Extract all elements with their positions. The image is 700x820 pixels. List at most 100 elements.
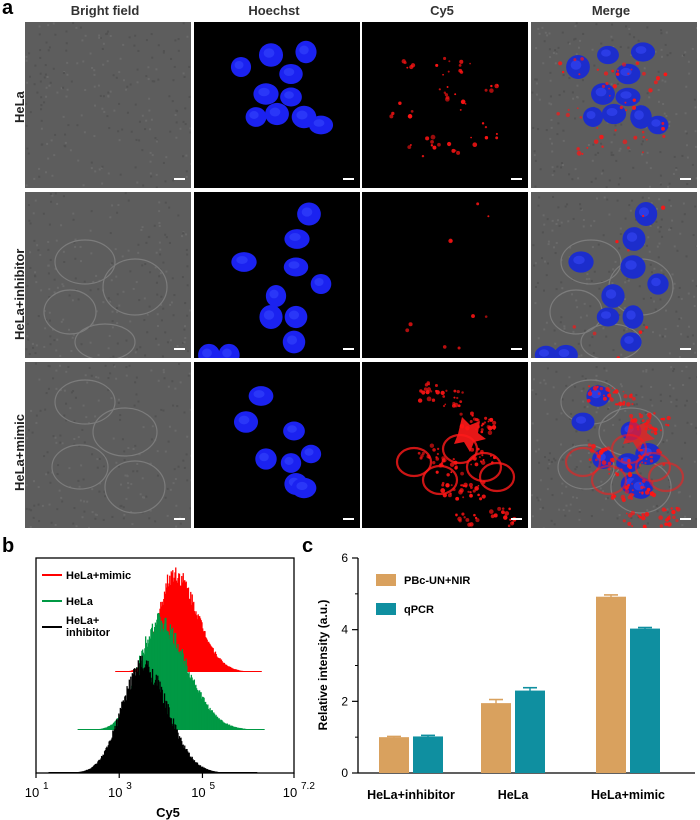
brightfield-grain (551, 166, 554, 169)
brightfield-grain (29, 111, 32, 114)
histogram-bin-hela (94, 729, 97, 730)
brightfield-grain (171, 100, 174, 103)
brightfield-grain (45, 473, 48, 476)
brightfield-grain (27, 204, 30, 207)
brightfield-grain (127, 486, 130, 489)
brightfield-grain (661, 235, 664, 238)
brightfield-grain (535, 393, 538, 396)
brightfield-grain (50, 200, 53, 203)
brightfield-grain (148, 305, 151, 308)
brightfield-grain (580, 208, 583, 211)
brightfield-grain (149, 160, 152, 163)
histogram-bin-inhibitor (174, 724, 176, 773)
brightfield-grain (128, 36, 131, 39)
brightfield-grain (557, 206, 560, 209)
cy5-spot (471, 414, 474, 417)
brightfield-grain (39, 253, 42, 256)
histogram-bin-hela (177, 652, 180, 730)
brightfield-grain (669, 395, 672, 398)
histogram-bin-mimic (199, 618, 202, 672)
histogram-bin-hela (79, 729, 82, 730)
brightfield-grain (83, 510, 86, 513)
histogram-bin-mimic (246, 671, 248, 672)
brightfield-grain (185, 154, 188, 157)
brightfield-grain (48, 296, 51, 299)
cy5-spot (622, 139, 628, 145)
histogram-bin-inhibitor (85, 769, 88, 773)
scale-bar (511, 178, 522, 180)
histogram-bin-inhibitor (68, 772, 71, 773)
brightfield-grain (541, 26, 544, 29)
histogram-bin-inhibitor (178, 738, 180, 773)
brightfield-grain (162, 371, 165, 374)
brightfield-grain (539, 381, 542, 384)
brightfield-grain (46, 142, 49, 145)
brightfield-grain (637, 39, 640, 42)
brightfield-grain (612, 268, 615, 271)
brightfield-grain (673, 245, 676, 248)
cy5-spot (675, 507, 681, 512)
bar-pbc (481, 703, 511, 773)
cy5-spot (650, 455, 653, 459)
legend-label-mimic: HeLa+mimic (66, 570, 131, 582)
histogram-bin-inhibitor (108, 741, 110, 773)
cy5-spot (596, 68, 600, 71)
histogram-bin-inhibitor (93, 765, 95, 773)
brightfield-grain (149, 128, 152, 131)
brightfield-grain (546, 34, 549, 37)
brightfield-grain (587, 439, 590, 442)
histogram-bin-mimic (214, 653, 216, 672)
brightfield-grain (33, 480, 36, 483)
histogram-bin-mimic (197, 614, 199, 672)
brightfield-grain (660, 218, 663, 221)
micrograph-bright-field-row1 (25, 22, 191, 188)
histogram-bin-mimic (183, 581, 185, 672)
brightfield-grain (546, 218, 549, 221)
histogram-bin-mimic (124, 671, 126, 672)
histogram-bin-mimic (224, 664, 226, 672)
histogram-bin-mimic (189, 599, 191, 672)
cy5-spot (607, 389, 611, 393)
histogram-bin-mimic (151, 637, 154, 672)
histogram-bin-inhibitor (82, 771, 85, 773)
brightfield-grain (44, 408, 47, 411)
brightfield-grain (543, 223, 546, 226)
nucleus-highlight (313, 119, 325, 127)
brightfield-grain (118, 304, 121, 307)
brightfield-grain (94, 513, 97, 516)
cy5-spot (459, 108, 462, 111)
histogram-bin-inhibitor (217, 772, 220, 773)
cy5-spot (463, 516, 466, 519)
brightfield-grain (25, 55, 28, 58)
cy5-spot (480, 449, 484, 454)
brightfield-grain (686, 183, 689, 186)
brightfield-grain (156, 313, 159, 316)
brightfield-grain (118, 102, 121, 105)
brightfield-grain (543, 379, 546, 382)
bar-chart-bars (379, 594, 660, 773)
brightfield-grain (73, 420, 76, 423)
brightfield-grain (183, 466, 186, 469)
cy5-spot (659, 524, 664, 528)
brightfield-grain (26, 335, 29, 338)
histogram-bin-hela (82, 729, 84, 730)
histogram-bin-mimic (119, 671, 121, 672)
cy5-spot (611, 69, 615, 73)
histogram-bin-hela (183, 660, 186, 730)
brightfield-grain (107, 389, 110, 392)
cy5-spot (430, 144, 434, 147)
brightfield-grain (696, 245, 697, 248)
legend-label-hela: HeLa (66, 596, 94, 608)
histogram-bin-mimic (126, 671, 128, 672)
histogram-bin-mimic (228, 666, 230, 672)
brightfield-grain (55, 239, 58, 242)
brightfield-grain (544, 382, 547, 385)
brightfield-grain (579, 316, 582, 319)
brightfield-grain (51, 328, 54, 331)
histogram-bin-inhibitor (129, 689, 131, 773)
cy5-spot (454, 93, 457, 96)
cy5-spot (608, 94, 611, 97)
histogram-bin-inhibitor (163, 703, 165, 773)
brightfield-grain (119, 483, 122, 486)
histogram-bin-inhibitor (146, 664, 148, 773)
